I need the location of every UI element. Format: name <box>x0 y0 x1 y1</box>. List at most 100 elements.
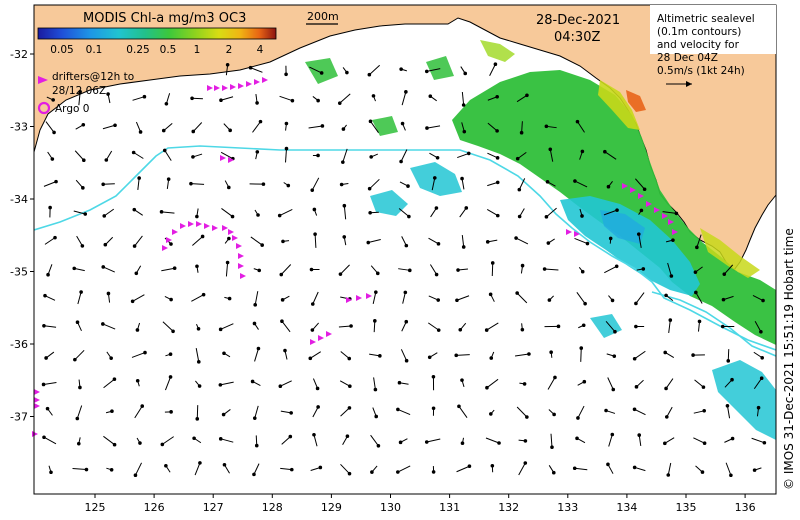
drifter-marker <box>204 223 210 229</box>
velocity-arrow <box>77 291 82 305</box>
velocity-arrow-head <box>663 350 668 355</box>
velocity-arrow <box>102 323 116 330</box>
velocity-arrow-head <box>252 416 257 420</box>
velocity-arrow <box>103 183 115 185</box>
chl-yellow-patch <box>598 80 640 130</box>
velocity-arrow <box>369 178 380 190</box>
drifter-marker <box>254 79 260 85</box>
velocity-arrow-head <box>642 187 647 192</box>
velocity-arrow <box>165 93 171 104</box>
velocity-arrow-head <box>455 298 459 303</box>
velocity-arrow-head <box>284 72 288 77</box>
velocity-arrow <box>368 64 381 76</box>
velocity-arrow <box>549 149 554 162</box>
velocity-arrow <box>635 292 645 304</box>
velocity-arrow-head <box>222 462 227 467</box>
velocity-arrow <box>342 148 348 163</box>
velocity-arrow-head <box>342 203 347 208</box>
velocity-arrow-head <box>159 210 164 214</box>
velocity-arrow-head <box>694 290 698 295</box>
velocity-arrow-head <box>490 463 495 468</box>
velocity-arrow-head <box>702 441 707 446</box>
velocity-arrow <box>426 438 441 443</box>
velocity-arrow-head <box>286 183 291 188</box>
velocity-arrow <box>134 235 143 247</box>
velocity-arrow <box>603 209 618 216</box>
velocity-arrow-head <box>192 436 196 441</box>
velocity-arrow <box>162 436 174 445</box>
velocity-arrow <box>250 236 263 246</box>
velocity-arrow <box>604 151 617 160</box>
chl-yellow-patch-2 <box>700 228 760 278</box>
velocity-arrow <box>521 121 523 133</box>
velocity-arrow-head <box>458 327 463 332</box>
drifter-marker <box>668 219 674 225</box>
velocity-arrow-head <box>579 346 584 350</box>
drifter-legend-icon <box>38 76 48 84</box>
velocity-arrow-head <box>575 436 579 441</box>
velocity-arrow-head <box>551 470 556 475</box>
velocity-arrow-head <box>256 213 260 217</box>
velocity-arrow-head <box>434 272 439 277</box>
drifter-marker <box>222 85 228 91</box>
velocity-arrow-head <box>636 232 641 236</box>
velocity-legend: Altimetric sealevel (0.1m contours) and … <box>650 5 776 87</box>
velocity-arrow-head <box>106 92 110 96</box>
velocity-arrow-head <box>110 409 114 414</box>
velocity-arrow <box>635 178 645 190</box>
velocity-arrow-head <box>544 124 549 129</box>
velocity-arrow-head <box>396 470 400 474</box>
drifter-marker <box>262 77 268 83</box>
colorbar-tick-label: 1 <box>194 44 201 56</box>
velocity-arrow <box>252 121 261 133</box>
velocity-arrow-head <box>632 407 637 412</box>
velocity-arrow <box>397 465 411 473</box>
colorbar-gradient <box>37 27 277 40</box>
drifter-marker <box>238 263 244 269</box>
velocity-arrow-head <box>407 214 411 219</box>
velocity-arrow <box>253 463 260 475</box>
velocity-arrow <box>515 353 529 357</box>
velocity-arrow-head <box>467 464 472 469</box>
velocity-arrow-head <box>460 378 464 382</box>
drifter-marker <box>236 243 242 249</box>
velocity-arrow <box>458 406 468 418</box>
velocity-arrow-head <box>201 292 206 297</box>
drifter-tracks <box>32 77 678 437</box>
velocity-arrow-head <box>542 267 547 271</box>
velocity-arrow-head <box>428 94 433 98</box>
drifter-legend-line-2: 28/12 06Z <box>52 85 106 97</box>
velocity-arrow-head <box>664 415 669 419</box>
velocity-arrow-head <box>701 385 706 389</box>
velocity-arrow-head <box>461 245 466 249</box>
velocity-arrow <box>220 381 234 386</box>
velocity-arrow-head <box>576 416 580 420</box>
velocity-arrow <box>634 466 646 472</box>
velocity-arrow-head <box>190 96 194 101</box>
velocity-arrow <box>314 234 317 248</box>
velocity-arrow <box>340 264 350 275</box>
velocity-arrow <box>44 237 56 245</box>
velocity-arrow-head <box>140 404 145 408</box>
velocity-arrow-head <box>424 69 429 74</box>
velocity-arrow-head <box>133 473 138 478</box>
velocity-arrow-head <box>195 214 199 219</box>
velocity-arrow-head <box>664 293 668 298</box>
velocity-arrow-head <box>489 356 494 360</box>
velocity-arrow-head <box>720 324 725 329</box>
velocity-arrow <box>373 377 376 390</box>
x-tick-label: 130 <box>380 501 401 514</box>
velocity-arrow-head <box>664 386 668 391</box>
velocity-arrow-head <box>666 473 671 477</box>
velocity-arrow-head <box>191 155 195 159</box>
velocity-arrow-head <box>345 434 350 439</box>
velocity-arrow-head <box>632 465 637 470</box>
velocity-arrow-head <box>431 406 436 411</box>
chl-lime-patch <box>480 40 515 62</box>
x-tick-label: 127 <box>203 501 224 514</box>
velocity-arrow <box>164 376 172 391</box>
velocity-arrow <box>280 467 292 471</box>
drifter-marker <box>630 187 636 193</box>
velocity-arrow-head <box>227 185 231 190</box>
